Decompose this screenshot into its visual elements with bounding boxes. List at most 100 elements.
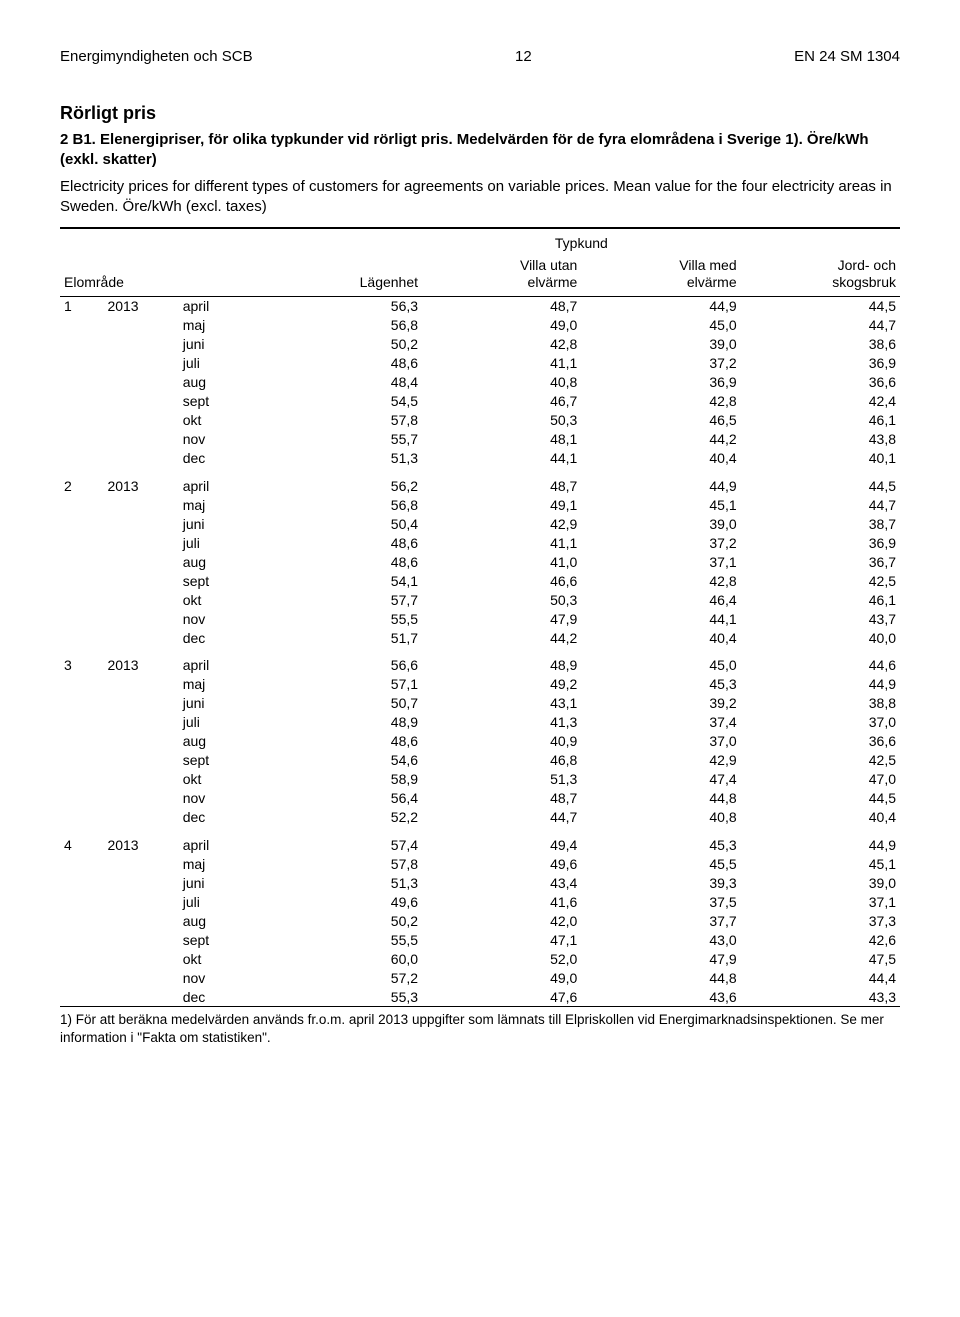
- month-cell: maj: [179, 495, 263, 514]
- year-cell: [103, 316, 178, 335]
- elomrade-cell: [60, 449, 103, 468]
- value-cell: 42,8: [581, 392, 740, 411]
- year-cell: 2013: [103, 468, 178, 496]
- value-cell: 50,3: [422, 411, 581, 430]
- value-cell: 42,6: [741, 930, 900, 949]
- col-villa-med: Villa medelvärme: [581, 255, 740, 296]
- elomrade-cell: [60, 533, 103, 552]
- value-cell: 44,5: [741, 297, 900, 316]
- month-cell: sept: [179, 571, 263, 590]
- value-cell: 49,6: [263, 892, 422, 911]
- value-cell: 50,3: [422, 590, 581, 609]
- typkund-header: Typkund: [263, 228, 900, 255]
- month-cell: okt: [179, 411, 263, 430]
- value-cell: 47,1: [422, 930, 581, 949]
- month-cell: april: [179, 297, 263, 316]
- value-cell: 40,4: [581, 449, 740, 468]
- value-cell: 48,7: [422, 468, 581, 496]
- value-cell: 54,5: [263, 392, 422, 411]
- elomrade-cell: [60, 854, 103, 873]
- value-cell: 56,3: [263, 297, 422, 316]
- value-cell: 46,5: [581, 411, 740, 430]
- year-cell: [103, 949, 178, 968]
- value-cell: 54,6: [263, 751, 422, 770]
- month-cell: dec: [179, 449, 263, 468]
- value-cell: 44,8: [581, 968, 740, 987]
- value-cell: 43,8: [741, 430, 900, 449]
- value-cell: 41,6: [422, 892, 581, 911]
- value-cell: 43,3: [741, 987, 900, 1007]
- year-cell: [103, 609, 178, 628]
- month-cell: aug: [179, 732, 263, 751]
- value-cell: 47,0: [741, 770, 900, 789]
- month-cell: juli: [179, 533, 263, 552]
- col-elomrade: Elområde: [60, 255, 263, 296]
- value-cell: 49,4: [422, 827, 581, 855]
- year-cell: [103, 854, 178, 873]
- value-cell: 57,7: [263, 590, 422, 609]
- elomrade-cell: [60, 789, 103, 808]
- value-cell: 43,4: [422, 873, 581, 892]
- elomrade-cell: [60, 316, 103, 335]
- year-cell: [103, 675, 178, 694]
- elomrade-cell: 1: [60, 297, 103, 316]
- elomrade-cell: [60, 713, 103, 732]
- value-cell: 39,0: [741, 873, 900, 892]
- value-cell: 39,0: [581, 514, 740, 533]
- value-cell: 41,1: [422, 533, 581, 552]
- footnote: 1) För att beräkna medelvärden används f…: [60, 1011, 900, 1046]
- value-cell: 37,0: [741, 713, 900, 732]
- value-cell: 57,1: [263, 675, 422, 694]
- value-cell: 42,5: [741, 751, 900, 770]
- value-cell: 50,2: [263, 335, 422, 354]
- month-cell: okt: [179, 949, 263, 968]
- year-cell: [103, 911, 178, 930]
- year-cell: 2013: [103, 647, 178, 675]
- year-cell: [103, 590, 178, 609]
- value-cell: 48,6: [263, 533, 422, 552]
- value-cell: 55,3: [263, 987, 422, 1007]
- month-cell: nov: [179, 789, 263, 808]
- elomrade-cell: [60, 354, 103, 373]
- value-cell: 47,9: [422, 609, 581, 628]
- value-cell: 39,3: [581, 873, 740, 892]
- value-cell: 37,1: [581, 552, 740, 571]
- value-cell: 48,7: [422, 789, 581, 808]
- month-cell: juni: [179, 335, 263, 354]
- price-table: TypkundElområdeLägenhetVilla utanelvärme…: [60, 227, 900, 1007]
- value-cell: 45,3: [581, 675, 740, 694]
- value-cell: 36,9: [581, 373, 740, 392]
- value-cell: 43,6: [581, 987, 740, 1007]
- value-cell: 57,8: [263, 411, 422, 430]
- subtitle-swedish: 2 B1. Elenergipriser, för olika typkunde…: [60, 130, 900, 171]
- value-cell: 41,0: [422, 552, 581, 571]
- value-cell: 45,5: [581, 854, 740, 873]
- elomrade-cell: [60, 411, 103, 430]
- month-cell: maj: [179, 675, 263, 694]
- value-cell: 44,5: [741, 789, 900, 808]
- value-cell: 45,0: [581, 647, 740, 675]
- elomrade-cell: [60, 552, 103, 571]
- month-cell: juli: [179, 354, 263, 373]
- elomrade-cell: [60, 373, 103, 392]
- year-cell: [103, 449, 178, 468]
- elomrade-cell: 2: [60, 468, 103, 496]
- value-cell: 47,4: [581, 770, 740, 789]
- value-cell: 54,1: [263, 571, 422, 590]
- value-cell: 44,1: [581, 609, 740, 628]
- value-cell: 44,9: [581, 297, 740, 316]
- value-cell: 47,5: [741, 949, 900, 968]
- month-cell: april: [179, 647, 263, 675]
- year-cell: [103, 571, 178, 590]
- value-cell: 37,3: [741, 911, 900, 930]
- elomrade-cell: [60, 609, 103, 628]
- year-cell: 2013: [103, 827, 178, 855]
- value-cell: 38,7: [741, 514, 900, 533]
- year-cell: [103, 770, 178, 789]
- col-lagenhet: Lägenhet: [263, 255, 422, 296]
- value-cell: 57,8: [263, 854, 422, 873]
- data-table-wrapper: TypkundElområdeLägenhetVilla utanelvärme…: [60, 227, 900, 1007]
- value-cell: 56,4: [263, 789, 422, 808]
- elomrade-cell: [60, 751, 103, 770]
- value-cell: 43,1: [422, 694, 581, 713]
